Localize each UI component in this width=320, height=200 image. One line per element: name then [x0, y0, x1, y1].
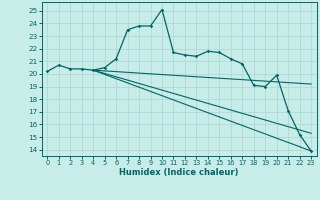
X-axis label: Humidex (Indice chaleur): Humidex (Indice chaleur)	[119, 168, 239, 177]
